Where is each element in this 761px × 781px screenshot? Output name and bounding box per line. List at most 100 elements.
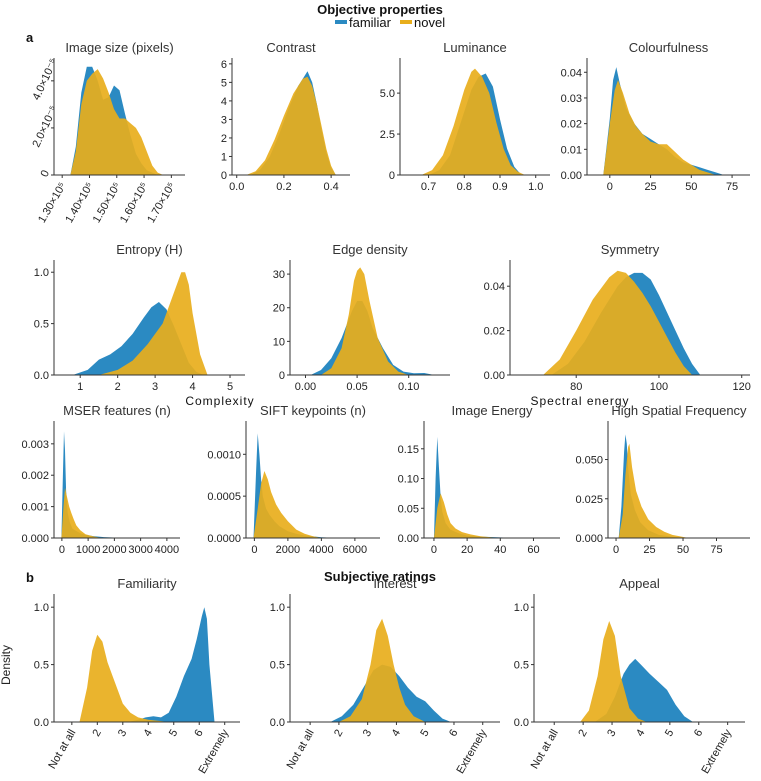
y-tick-label: 0.0 — [270, 717, 285, 729]
legend-swatch-familiar — [335, 20, 347, 24]
x-tick-label: 20 — [461, 544, 473, 556]
x-tick-label: 5 — [227, 381, 233, 393]
chart-title: Symmetry — [601, 242, 660, 257]
y-tick-label: 1 — [221, 151, 227, 163]
chart-5: Edge density 0.00 0.05 0.10 0 10 20 30 — [273, 242, 450, 393]
header-subjective: Subjective ratings — [324, 569, 436, 584]
x-tick-label: 0 — [613, 544, 619, 556]
chart-title: Appeal — [619, 576, 660, 591]
y-tick-label: 0.01 — [561, 144, 582, 156]
y-tick-label: 0.002 — [21, 470, 49, 482]
header-objective: Objective properties — [317, 2, 443, 17]
chart-title: Contrast — [266, 40, 316, 55]
y-tick-label: 4.0×10⁻⁵ — [30, 57, 60, 102]
x-tick-label: 4 — [141, 728, 154, 739]
x-tick-label: Not at all — [46, 728, 78, 772]
chart-10: High Spatial Frequency 0 25 50 75 0.000 0.025 0… — [575, 403, 750, 556]
y-tick-label: 0.5 — [34, 660, 49, 672]
density-area-novel — [79, 634, 169, 722]
chart-title: Interest — [373, 576, 417, 591]
chart-title: Familiarity — [117, 576, 177, 591]
density-area-novel — [246, 76, 336, 175]
chart-0: Image size (pixels)1.30×10⁵1.40×10⁵1.50×… — [30, 40, 185, 225]
x-tick-label: 2 — [332, 728, 345, 739]
x-tick-label: 0.00 — [295, 381, 316, 393]
y-tick-label: 2 — [221, 133, 227, 145]
y-tick-label: 0.0 — [34, 717, 49, 729]
x-tick-label: 3 — [605, 728, 618, 739]
group-label-spectral-energy: Spectral energy — [530, 394, 629, 408]
x-tick-label: 3 — [116, 728, 129, 739]
legend-swatch-novel — [400, 20, 412, 24]
x-tick-label: 0 — [607, 181, 613, 193]
y-tick-label: 5.0 — [380, 88, 395, 100]
legend-label-familiar: familiar — [349, 15, 392, 30]
x-tick-label: Not at all — [529, 728, 561, 772]
x-tick-label: 40 — [494, 544, 506, 556]
x-tick-label: 2000 — [276, 544, 300, 556]
density-area-novel — [543, 270, 693, 375]
y-tick-label: 0.025 — [575, 494, 603, 506]
x-tick-label: 6 — [692, 728, 705, 739]
x-tick-label: 50 — [677, 544, 689, 556]
chart-3: Colourfulness 0 25 50 75 0.00 0.01 0.02 0.03 0.04 — [561, 40, 750, 193]
y-tick-label: 1.0 — [34, 267, 49, 279]
x-tick-label: 3 — [152, 381, 158, 393]
density-area-novel — [98, 272, 208, 375]
y-tick-label: 10 — [273, 336, 285, 348]
x-tick-label: 50 — [685, 181, 697, 193]
panel-label-b: b — [26, 570, 34, 585]
x-tick-label: 5 — [663, 728, 676, 739]
x-tick-label: 25 — [644, 181, 656, 193]
x-tick-label: 1.0 — [528, 181, 543, 193]
y-tick-label: 0.00 — [484, 370, 505, 382]
chart-title: Luminance — [443, 40, 507, 55]
legend-label-novel: novel — [414, 15, 445, 30]
chart-9: Image Energy 0 20 40 60 0.00 0.05 0.10 0.15 — [398, 403, 560, 556]
y-tick-label: 0.5 — [270, 660, 285, 672]
x-tick-label: 6000 — [343, 544, 367, 556]
density-area-familiar — [127, 607, 215, 722]
y-tick-label: 0.04 — [484, 281, 505, 293]
y-tick-label: 0 — [221, 170, 227, 182]
y-tick-label: 2.5 — [380, 129, 395, 141]
x-tick-label: 4000 — [309, 544, 333, 556]
y-tick-label: 6 — [221, 59, 227, 71]
y-tick-label: 0.5 — [514, 660, 529, 672]
x-tick-label: 2000 — [102, 544, 126, 556]
x-tick-label: 80 — [570, 381, 582, 393]
chart-6: Symmetry 80 100 120 0.00 0.02 0.04 — [484, 242, 751, 393]
y-tick-label: 4 — [221, 96, 227, 108]
y-tick-label: 1.0 — [34, 602, 49, 614]
chart-title: SIFT keypoints (n) — [260, 403, 366, 418]
density-area-novel — [70, 69, 164, 175]
y-tick-label: 30 — [273, 269, 285, 281]
density-area-novel — [580, 621, 647, 722]
x-tick-label: 2 — [576, 728, 589, 739]
chart-title: Image size (pixels) — [65, 40, 173, 55]
y-tick-label: 0.050 — [575, 455, 603, 467]
x-tick-label: 0.10 — [398, 381, 419, 393]
y-tick-label: 0.02 — [484, 326, 505, 338]
y-tick-label: 0.15 — [398, 444, 419, 456]
y-tick-label: 1.0 — [270, 602, 285, 614]
group-label-complexity: Complexity — [185, 394, 254, 408]
x-tick-label: 6 — [192, 728, 205, 739]
y-tick-label: 0.5 — [34, 319, 49, 331]
x-tick-label: Not at all — [285, 728, 317, 772]
x-tick-label: 4 — [390, 728, 403, 739]
y-tick-label: 0.0005 — [207, 491, 241, 503]
chart-title: High Spatial Frequency — [611, 403, 747, 418]
x-tick-label: 0 — [251, 544, 257, 556]
x-tick-label: 0.2 — [276, 181, 291, 193]
x-tick-label: 75 — [726, 181, 738, 193]
y-tick-label: 0.000 — [21, 533, 49, 545]
charts-container: Image size (pixels)1.30×10⁵1.40×10⁵1.50×… — [21, 40, 750, 776]
y-tick-label: 0.10 — [398, 474, 419, 486]
y-tick-label: 0.00 — [398, 533, 419, 545]
y-tick-label: 0.00 — [561, 170, 582, 182]
y-tick-label: 0.04 — [561, 67, 582, 79]
